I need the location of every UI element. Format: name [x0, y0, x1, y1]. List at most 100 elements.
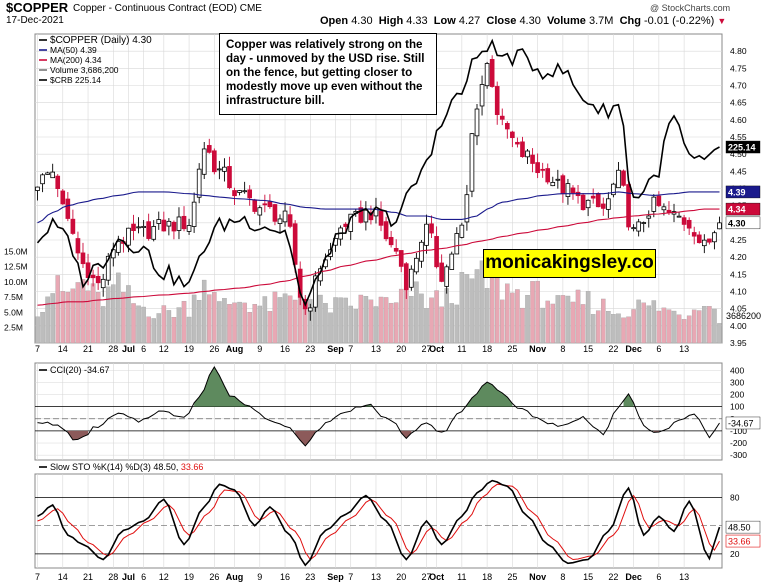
volume-bar — [590, 314, 596, 344]
volume-bar — [535, 280, 540, 344]
price-candle — [464, 184, 470, 231]
price-candle — [414, 252, 419, 275]
cci-last-bg — [725, 416, 761, 430]
x-axis-label-sto: Nov — [529, 572, 546, 582]
candle-body — [484, 63, 490, 87]
candle-body — [227, 166, 232, 189]
candle-body — [550, 182, 556, 187]
x-axis-label-price: 16 — [280, 344, 290, 354]
panel-cci — [34, 362, 723, 461]
price-candle — [383, 216, 389, 242]
candle-body — [585, 199, 591, 209]
candle-body — [307, 307, 313, 312]
price-legend-ma200: MA(200) 4.34 — [50, 55, 102, 65]
candle-body — [388, 236, 394, 246]
volume-bar — [464, 274, 470, 344]
candle-body — [126, 227, 131, 246]
candle-body — [186, 225, 192, 232]
candle-body — [45, 172, 50, 175]
x-axis-label-sto: 6 — [141, 572, 146, 582]
volume-bar — [671, 310, 677, 344]
candle-body — [313, 275, 318, 308]
price-candle — [100, 273, 106, 297]
volume-last-label: 3686200 — [726, 311, 761, 321]
candle-body — [636, 221, 641, 232]
volume-bar — [393, 302, 399, 344]
close-label: Close — [486, 15, 517, 27]
candle-body — [600, 203, 606, 209]
volume-bar — [136, 305, 141, 344]
candle-body — [161, 219, 167, 232]
candle-body — [545, 168, 551, 183]
volume-bar — [181, 300, 187, 344]
candle-body — [499, 115, 505, 120]
candle-body — [515, 141, 520, 145]
volume-bar — [232, 302, 237, 344]
volume-bar — [50, 293, 55, 344]
candle-body — [510, 131, 515, 139]
volume-bar — [171, 317, 177, 344]
x-axis-label-sto: 21 — [83, 572, 93, 582]
volume-bar — [419, 293, 424, 344]
price-candle — [80, 242, 86, 268]
price-candle — [510, 130, 515, 148]
ma200-last-label: 4.34 — [728, 205, 746, 215]
volume-bar — [267, 311, 273, 344]
volume-tick-label: 10.0M — [4, 277, 28, 287]
cci-legend: CCI(20) -34.67 — [50, 365, 110, 375]
x-axis-label-sto: 13 — [679, 572, 689, 582]
price-candle — [702, 234, 707, 254]
volume-bar — [479, 260, 485, 344]
price-candle — [212, 148, 217, 175]
x-axis-label-sto: 11 — [457, 572, 466, 582]
volume-bar — [575, 289, 581, 344]
volume-bar — [611, 314, 616, 344]
volume-bar — [469, 278, 475, 344]
volume-bar — [454, 304, 460, 344]
candle-body — [75, 238, 81, 254]
candle-body — [277, 218, 283, 224]
price-candle — [393, 239, 399, 255]
volume-bar — [595, 310, 601, 344]
volume-bar — [520, 307, 525, 344]
x-axis-label-price: Nov — [529, 344, 546, 354]
price-candle — [636, 218, 641, 237]
close-value: 4.30 — [519, 15, 541, 27]
x-axis-label-price: 11 — [457, 344, 466, 354]
x-axis-label-sto: 18 — [482, 572, 492, 582]
x-axis-label-price: 6 — [141, 344, 146, 354]
candle-body — [50, 171, 55, 179]
candle-body — [363, 209, 369, 223]
x-axis-label-price: 27 — [421, 344, 431, 354]
price-legend-crb: $CRB 225.14 — [50, 75, 101, 85]
price-tick-label: 4.80 — [730, 46, 747, 56]
price-candle — [55, 174, 61, 198]
x-axis-label-sto: 28 — [108, 572, 118, 582]
candle-body — [156, 219, 162, 224]
volume-bar — [484, 288, 490, 344]
candle-body — [535, 162, 540, 174]
volume-bar — [363, 296, 369, 344]
volume-bar — [676, 314, 682, 344]
x-axis-label-price: 7 — [348, 344, 353, 354]
price-candle — [196, 163, 202, 204]
candle-body — [661, 206, 667, 211]
volume-bar — [353, 309, 359, 344]
volume-bar — [242, 302, 247, 344]
volume-bar — [424, 308, 429, 344]
low-value: 4.27 — [458, 15, 481, 27]
watermark: monicakingsley.co — [483, 249, 656, 278]
price-candle — [469, 133, 475, 198]
price-candle — [277, 214, 283, 234]
x-axis-label-sto: Sep — [327, 572, 344, 582]
price-candle — [520, 136, 525, 158]
candle-body — [686, 219, 692, 229]
volume-bar — [166, 310, 172, 344]
attribution: @ StockCharts.com — [650, 3, 731, 13]
volume-bar — [272, 291, 278, 344]
volume-bar — [661, 307, 667, 344]
price-candle — [206, 138, 212, 154]
price-candle — [45, 171, 50, 175]
candle-body — [217, 168, 222, 171]
sto-legend-d-value: 33.66 — [181, 462, 204, 472]
